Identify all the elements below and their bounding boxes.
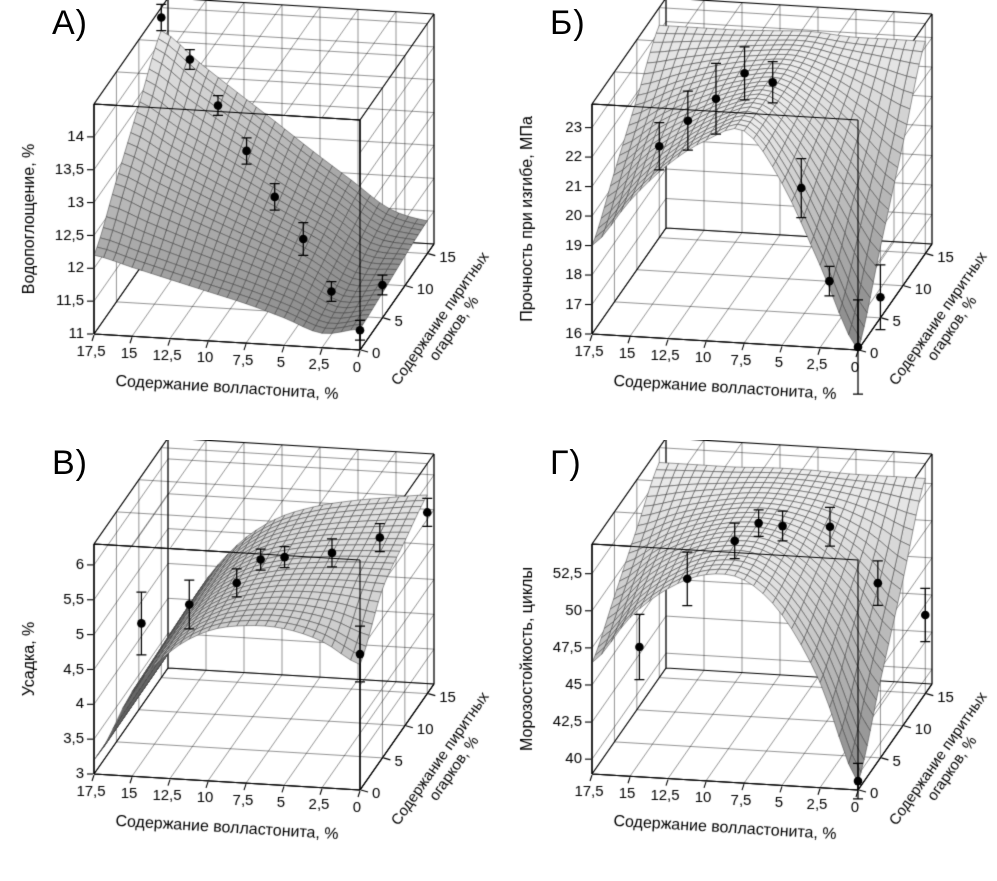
panel-a-water-absorption: А) (0, 0, 498, 440)
surface-plot-canvas-g (498, 440, 996, 880)
surface-plot-canvas-a (0, 0, 498, 440)
surface-plot-canvas-v (0, 440, 498, 880)
panel-label-a: А) (52, 4, 88, 42)
panel-label-g: Г) (550, 444, 582, 482)
panel-v-shrinkage: В) (0, 440, 498, 881)
panel-label-b: Б) (550, 4, 586, 42)
panel-label-v: В) (52, 444, 88, 482)
panel-b-flexural-strength: Б) (498, 0, 997, 440)
panel-g-frost-resistance: Г) (498, 440, 997, 881)
surface-plot-canvas-b (498, 0, 996, 440)
